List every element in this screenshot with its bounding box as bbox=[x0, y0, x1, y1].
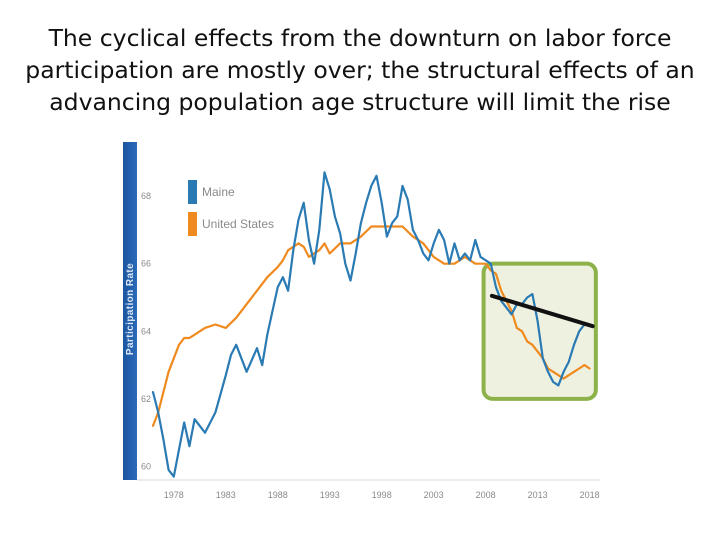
x-tick-label: 1988 bbox=[268, 490, 288, 500]
legend-swatch bbox=[188, 212, 197, 236]
x-tick-label: 1983 bbox=[216, 490, 236, 500]
legend-label: Maine bbox=[202, 185, 235, 199]
x-tick-label: 1993 bbox=[320, 490, 340, 500]
y-tick-label: 64 bbox=[141, 326, 151, 336]
title-line-2: participation are mostly over; the struc… bbox=[25, 56, 695, 84]
legend-label: United States bbox=[202, 217, 274, 231]
x-tick-label: 1978 bbox=[164, 490, 184, 500]
series-line-united-states bbox=[151, 225, 591, 427]
x-tick-label: 2018 bbox=[580, 490, 600, 500]
y-tick-label: 62 bbox=[141, 394, 151, 404]
y-axis-label: Participation Rate bbox=[125, 263, 136, 355]
trend-line bbox=[489, 293, 595, 329]
x-tick-label: 2008 bbox=[476, 490, 496, 500]
x-tick-label: 1998 bbox=[372, 490, 392, 500]
y-tick-label: 68 bbox=[141, 191, 151, 201]
x-tick-label: 2013 bbox=[528, 490, 548, 500]
slide-title: The cyclical effects from the downturn o… bbox=[10, 22, 710, 118]
y-axis-label-bar bbox=[123, 142, 137, 480]
y-tick-label: 60 bbox=[141, 461, 151, 471]
title-line-1: The cyclical effects from the downturn o… bbox=[48, 24, 672, 52]
legend-swatch bbox=[188, 180, 197, 204]
title-line-3: advancing population age structure will … bbox=[49, 88, 671, 116]
x-tick-label: 2003 bbox=[424, 490, 444, 500]
y-tick-label: 66 bbox=[141, 259, 151, 269]
